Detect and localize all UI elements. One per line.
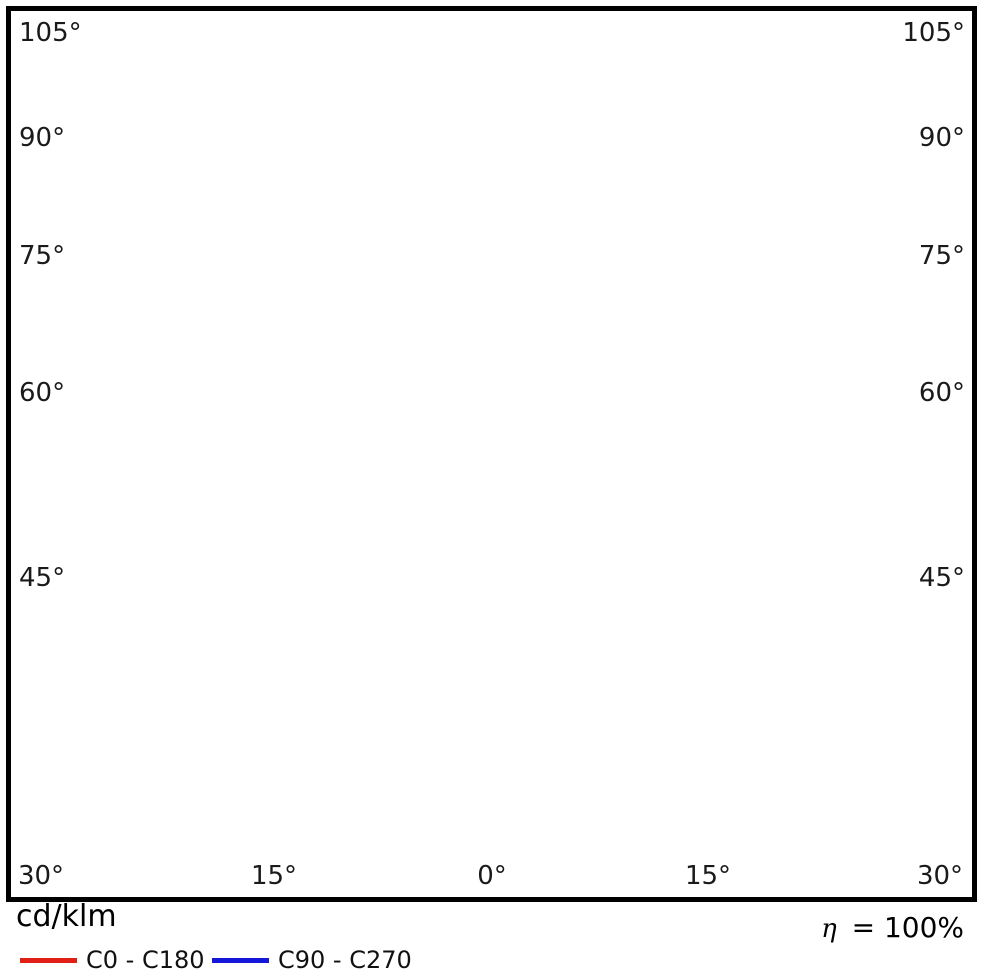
angle-label-right-60: 60° [915, 378, 968, 408]
legend-line-blue [212, 957, 269, 963]
legend-line-red [20, 957, 77, 963]
angle-label-left-90: 90° [16, 123, 69, 153]
light-output-ratio: η = 100% [821, 911, 964, 944]
angle-label-left-45: 45° [16, 563, 69, 593]
intensity-curves [222, 139, 758, 712]
curve-c0-c180 [222, 139, 743, 712]
eta-value: = 100% [851, 911, 964, 944]
angle-label-bottom-15-right: 15° [681, 861, 735, 891]
legend-item-c90-c270: C90 - C270 [212, 946, 412, 974]
angle-label-right-105: 105° [899, 18, 968, 48]
angle-label-left-75: 75° [16, 241, 69, 271]
eta-symbol: η [821, 914, 837, 944]
angle-label-bottom-0: 0° [474, 861, 510, 891]
angle-label-right-90: 90° [915, 123, 968, 153]
angle-label-bottom-15-left: 15° [247, 861, 301, 891]
angle-label-bottom-30-right: 30° [913, 861, 967, 891]
angle-label-right-75: 75° [915, 241, 968, 271]
angle-label-bottom-30-left: 30° [14, 861, 68, 891]
angle-label-left-105: 105° [16, 18, 85, 48]
angle-label-left-60: 60° [16, 378, 69, 408]
legend-label-c90-c270: C90 - C270 [278, 946, 412, 974]
unit-label: cd/klm [16, 899, 117, 934]
legend-label-c0-c180: C0 - C180 [86, 946, 205, 974]
legend-item-c0-c180: C0 - C180 [20, 946, 205, 974]
angle-label-right-45: 45° [915, 563, 968, 593]
curve-c90-c270 [242, 139, 758, 712]
plot-border [6, 6, 977, 902]
